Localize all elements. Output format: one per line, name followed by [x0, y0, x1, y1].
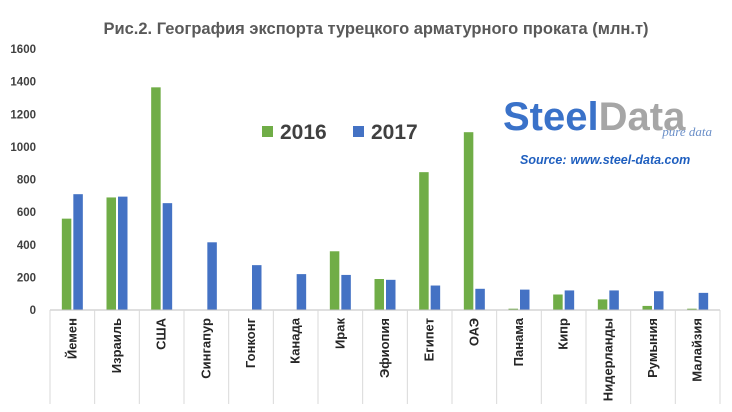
bar-2017-3	[162, 203, 173, 310]
x-tick-label: Панама	[511, 317, 526, 366]
bar-2017-4	[207, 242, 217, 310]
y-tick-label: 1000	[10, 142, 36, 154]
legend-swatch-2016	[262, 126, 273, 137]
svg-text:Source:www.steel-data.com: Source: www.steel-data.com	[520, 153, 690, 167]
x-tick-label: США	[154, 317, 169, 349]
bars	[61, 87, 709, 310]
x-tick-label: Эфиопия	[377, 318, 392, 378]
bar-2017-5	[252, 265, 262, 310]
svg-text:SteelData: SteelData	[503, 95, 686, 139]
bar-2016-11	[508, 308, 518, 310]
y-tick-label: 1600	[10, 44, 36, 56]
bar-2016-14	[642, 305, 652, 310]
y-tick-label: 1400	[10, 77, 36, 89]
bar-2016-3	[151, 87, 161, 310]
bar-2017-14	[654, 291, 664, 310]
bar-2016-1	[61, 218, 72, 310]
bar-2016-2	[106, 197, 116, 310]
bar-2016-8	[374, 279, 384, 310]
bar-2017-13	[609, 290, 619, 310]
bar-2016-7	[329, 251, 340, 310]
x-tick-label: Йемен	[64, 318, 79, 359]
y-tick-label: 1200	[10, 109, 36, 121]
x-tick-label: ОАЭ	[466, 318, 481, 346]
bar-2017-1	[73, 194, 83, 310]
y-axis-ticks: 0 200 400 600 800 1000 1200 1400 1600	[10, 44, 36, 317]
bar-2016-15	[687, 308, 697, 310]
x-axis-tick-labels: Йемен Израиль США Сингапур Гонконг Канада Ирак…	[64, 317, 704, 401]
steeldata-logo: SteelData pure data	[503, 95, 712, 139]
y-tick-label: 0	[30, 305, 36, 317]
bar-2016-12	[553, 294, 563, 310]
x-tick-label: Гонконг	[243, 317, 258, 368]
bar-2017-6	[296, 274, 307, 310]
x-tick-label: Канада	[288, 317, 303, 364]
bar-2017-7	[341, 274, 351, 310]
bar-2017-12	[564, 290, 575, 310]
bar-2017-11	[520, 289, 530, 310]
y-tick-label: 600	[17, 207, 36, 219]
legend-label-2017: 2017	[371, 121, 418, 144]
x-tick-label: Румыния	[645, 318, 660, 378]
source-url: www.steel-data.com	[571, 153, 691, 167]
bar-2016-10	[463, 132, 474, 310]
legend: 2016 2017	[262, 121, 418, 144]
x-tick-label: Ирак	[332, 318, 347, 350]
logo-data-text: Data	[599, 95, 686, 139]
x-axis	[49, 309, 721, 404]
bar-2017-9	[430, 285, 441, 310]
bar-2017-2	[118, 196, 128, 310]
source-label: Source:	[520, 153, 567, 167]
legend-swatch-2017	[353, 126, 364, 137]
bar-2017-10	[475, 288, 485, 310]
logo-steel-text: Steel	[503, 95, 599, 139]
x-tick-label: Малайзия	[690, 318, 705, 382]
chart-title: Рис.2. География экспорта турецкого арма…	[103, 20, 648, 38]
x-tick-label: Сингапур	[198, 318, 213, 379]
y-tick-label: 200	[17, 272, 36, 284]
bar-2016-9	[419, 172, 429, 310]
bar-2016-13	[597, 299, 608, 310]
legend-label-2016: 2016	[280, 121, 327, 144]
x-tick-label: Египет	[422, 318, 437, 361]
y-tick-label: 400	[17, 240, 36, 252]
x-tick-label: Нидерланды	[600, 318, 615, 401]
bar-2017-8	[386, 279, 396, 310]
bar-2017-15	[698, 292, 709, 310]
x-tick-label: Израиль	[109, 318, 124, 373]
y-tick-label: 800	[17, 175, 36, 187]
logo-tagline: pure data	[661, 124, 712, 139]
x-tick-label: Кипр	[556, 318, 571, 350]
